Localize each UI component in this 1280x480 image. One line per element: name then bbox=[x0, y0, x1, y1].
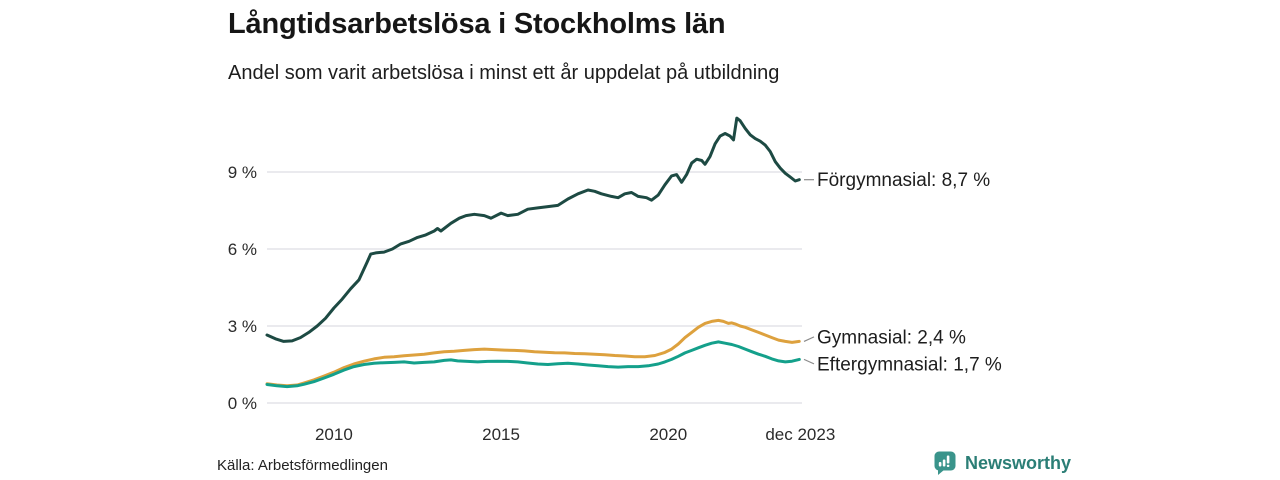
x-axis-tick-label: 2020 bbox=[649, 425, 687, 444]
y-axis-tick-label: 6 % bbox=[228, 240, 257, 259]
series-end-label-gymnasial: Gymnasial: 2,4 % bbox=[817, 327, 966, 348]
series-end-label-eftergymnasial: Eftergymnasial: 1,7 % bbox=[817, 354, 1002, 375]
x-axis-tick-label: dec 2023 bbox=[765, 425, 835, 444]
label-connector bbox=[803, 358, 815, 365]
x-axis-tick-label: 2015 bbox=[482, 425, 520, 444]
y-axis-tick-label: 9 % bbox=[228, 163, 257, 182]
newsworthy-logo: Newsworthy bbox=[934, 451, 1071, 475]
page-subtitle: Andel som varit arbetslösa i minst ett å… bbox=[228, 62, 780, 84]
y-axis-tick-label: 0 % bbox=[228, 394, 257, 413]
label-connector bbox=[803, 336, 815, 342]
page-title: Långtidsarbetslösa i Stockholms län bbox=[228, 8, 726, 40]
brand-name: Newsworthy bbox=[965, 452, 1072, 473]
y-axis-tick-label: 3 % bbox=[228, 317, 257, 336]
chart-line-eftergymnasial bbox=[265, 340, 801, 389]
series-end-label-förgymnasial: Förgymnasial: 8,7 % bbox=[817, 170, 990, 191]
newsworthy-bar-chart-icon bbox=[934, 451, 956, 475]
source-text: Källa: Arbetsförmedlingen bbox=[217, 457, 388, 474]
chart-line-förgymnasial bbox=[265, 116, 801, 343]
x-axis-tick-label: 2010 bbox=[315, 425, 353, 444]
chart-line-gymnasial bbox=[265, 318, 801, 388]
